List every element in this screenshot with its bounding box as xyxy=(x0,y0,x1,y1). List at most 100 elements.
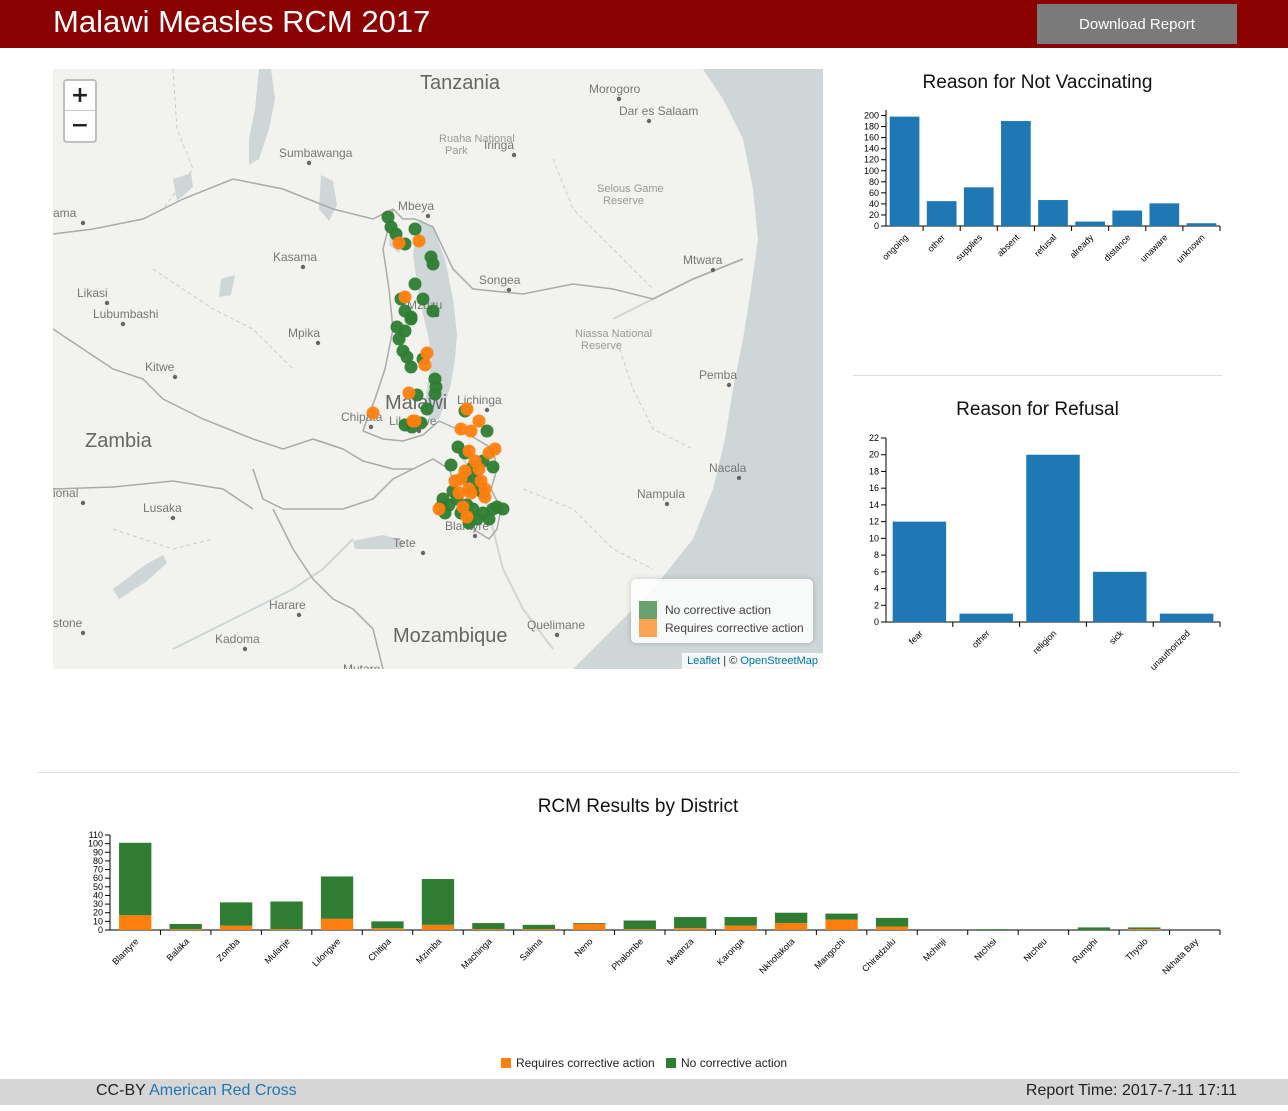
map-marker-requires-action[interactable] xyxy=(478,482,492,496)
bar-segment[interactable] xyxy=(169,929,202,930)
map-marker-requires-action[interactable] xyxy=(452,486,466,500)
zoom-in-button[interactable]: + xyxy=(65,81,95,111)
map-marker-no-action[interactable] xyxy=(416,292,430,306)
map-marker-requires-action[interactable] xyxy=(472,414,486,428)
map-marker-no-action[interactable] xyxy=(486,460,500,474)
bar-segment[interactable] xyxy=(573,923,606,930)
map-marker-requires-action[interactable] xyxy=(448,474,462,488)
bar[interactable] xyxy=(959,613,1013,622)
bar-segment[interactable] xyxy=(976,929,1010,930)
bar[interactable] xyxy=(963,187,994,226)
map-marker-no-action[interactable] xyxy=(408,277,422,291)
map-marker-requires-action[interactable] xyxy=(458,464,472,478)
bar-segment[interactable] xyxy=(1128,929,1161,930)
bar-segment[interactable] xyxy=(674,928,707,930)
map-marker-requires-action[interactable] xyxy=(418,358,432,372)
bar[interactable] xyxy=(1038,200,1068,226)
bar-segment[interactable] xyxy=(724,917,757,926)
map-marker-requires-action[interactable] xyxy=(454,422,468,436)
map-marker-no-action[interactable] xyxy=(381,210,395,224)
bar-segment[interactable] xyxy=(774,912,808,924)
bar[interactable] xyxy=(926,201,957,226)
osm-link[interactable]: OpenStreetMap xyxy=(740,655,818,667)
map-marker-no-action[interactable] xyxy=(392,332,406,346)
map-marker-no-action[interactable] xyxy=(496,502,510,516)
bar-segment[interactable] xyxy=(371,928,404,930)
map-marker-requires-action[interactable] xyxy=(420,346,434,360)
bar[interactable] xyxy=(1186,223,1217,226)
bar-segment[interactable] xyxy=(623,929,656,930)
bar[interactable] xyxy=(1093,571,1147,622)
bar[interactable] xyxy=(1026,454,1080,622)
bar-segment[interactable] xyxy=(724,925,757,930)
leaflet-link[interactable]: Leaflet xyxy=(687,655,721,667)
bar-segment[interactable] xyxy=(825,919,858,930)
map-marker-requires-action[interactable] xyxy=(456,500,470,514)
map[interactable]: Tanzania Morogoro Dar es Salaam Sumbawanga R… xyxy=(53,69,823,669)
map-marker-no-action[interactable] xyxy=(426,304,440,318)
bar-segment[interactable] xyxy=(825,913,858,920)
map-marker-requires-action[interactable] xyxy=(460,402,474,416)
bar[interactable] xyxy=(1159,613,1214,622)
map-marker-no-action[interactable] xyxy=(420,402,434,416)
zoom-out-button[interactable]: − xyxy=(70,113,90,138)
bar-segment[interactable] xyxy=(573,923,606,924)
bar-segment[interactable] xyxy=(219,902,253,926)
bar-segment[interactable] xyxy=(522,924,556,930)
map-marker-requires-action[interactable] xyxy=(460,510,474,524)
map-marker-requires-action[interactable] xyxy=(392,236,406,250)
map-marker-no-action[interactable] xyxy=(444,458,458,472)
bar-segment[interactable] xyxy=(421,879,455,925)
map-marker-no-action[interactable] xyxy=(400,350,414,364)
map-marker-requires-action[interactable] xyxy=(464,486,478,500)
map-marker-requires-action[interactable] xyxy=(462,444,476,458)
map-marker-no-action[interactable] xyxy=(408,222,422,236)
map-marker-no-action[interactable] xyxy=(482,512,496,526)
bar-segment[interactable] xyxy=(320,918,354,930)
download-report-button[interactable]: Download Report xyxy=(1037,4,1237,44)
bar[interactable] xyxy=(1075,221,1105,226)
bar-segment[interactable] xyxy=(472,929,505,930)
map-marker-no-action[interactable] xyxy=(480,424,494,438)
map-marker-requires-action[interactable] xyxy=(432,502,446,516)
bar[interactable] xyxy=(892,521,947,622)
bar-segment[interactable] xyxy=(774,923,808,930)
bar-segment[interactable] xyxy=(119,842,152,916)
red-cross-link[interactable]: American Red Cross xyxy=(149,1082,297,1099)
bar[interactable] xyxy=(1112,210,1143,226)
map-marker-requires-action[interactable] xyxy=(366,406,380,420)
map-marker-requires-action[interactable] xyxy=(472,462,486,476)
bar[interactable] xyxy=(1149,203,1180,226)
bar-segment[interactable] xyxy=(371,921,404,929)
bar-segment[interactable] xyxy=(119,915,152,930)
map-marker-no-action[interactable] xyxy=(404,360,418,374)
y-tick-label: 10 xyxy=(869,533,879,543)
bar-segment[interactable] xyxy=(169,923,202,930)
bar[interactable] xyxy=(1001,121,1031,226)
bar[interactable] xyxy=(889,116,920,226)
bar-segment[interactable] xyxy=(1077,927,1111,930)
map-marker-requires-action[interactable] xyxy=(398,290,412,304)
bar-segment[interactable] xyxy=(875,926,909,930)
map-marker-requires-action[interactable] xyxy=(412,234,426,248)
bar-segment[interactable] xyxy=(472,923,505,930)
bar-segment[interactable] xyxy=(270,929,303,930)
bar-segment[interactable] xyxy=(270,901,303,930)
map-marker-no-action[interactable] xyxy=(426,257,440,271)
bar-segment[interactable] xyxy=(875,917,909,927)
map-marker-no-action[interactable] xyxy=(404,312,418,326)
bar-segment[interactable] xyxy=(421,924,455,930)
map-marker-requires-action[interactable] xyxy=(464,424,478,438)
bar-segment[interactable] xyxy=(219,925,253,930)
not-vaccinating-title: Reason for Not Vaccinating xyxy=(922,72,1153,93)
map-marker-requires-action[interactable] xyxy=(482,446,496,460)
bar-segment[interactable] xyxy=(674,917,707,929)
map-marker-requires-action[interactable] xyxy=(402,386,416,400)
bar-segment[interactable] xyxy=(623,920,656,930)
map-marker-no-action[interactable] xyxy=(428,387,442,401)
bar-segment[interactable] xyxy=(522,929,556,930)
bar-segment[interactable] xyxy=(1128,927,1161,930)
map-marker-requires-action[interactable] xyxy=(408,414,422,428)
map-marker-no-action[interactable] xyxy=(442,498,456,512)
bar-segment[interactable] xyxy=(320,876,354,919)
